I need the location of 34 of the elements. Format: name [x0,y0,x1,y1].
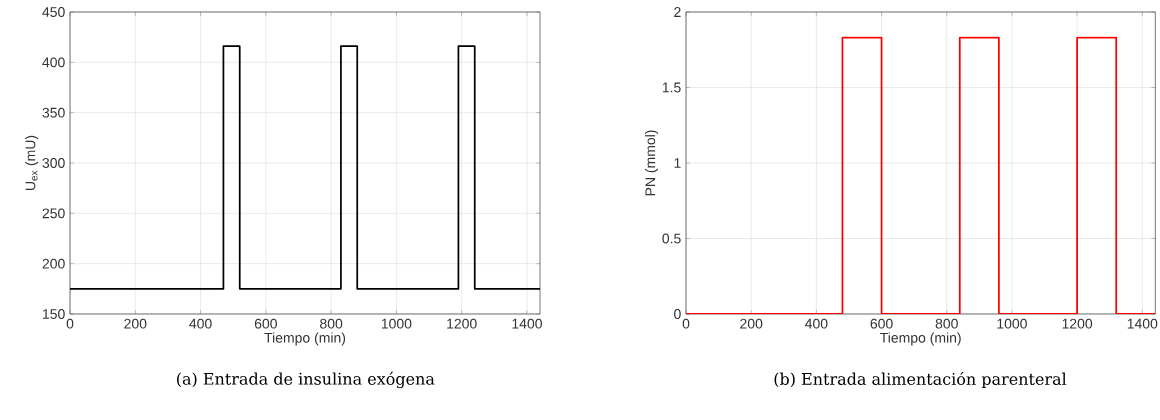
x-axis-title: Tiempo (min) [264,332,346,346]
y-tick-label: 0.5 [662,233,681,244]
x-tick-label: 1200 [1062,318,1093,329]
y-tick-label: 1.5 [662,82,681,93]
x-tick-label: 0 [682,318,690,329]
x-tick-label: 600 [870,318,893,329]
x-axis-title: Tiempo (min) [880,332,961,346]
y-tick-label: 1 [674,158,681,168]
y-tick-label: 0 [674,309,681,319]
x-tick-label: 1400 [1127,318,1158,329]
y-tick-label: 250 [42,208,65,219]
y-tick-label: 2 [674,7,681,17]
x-tick-label: 1000 [997,318,1027,329]
x-tick-label: 200 [124,318,147,329]
text: (a) Entrada de insulina exógena [177,371,435,389]
x-tick-label: 800 [935,318,958,329]
y-tick-label: 200 [42,258,65,269]
x-tick-label: 1200 [447,318,477,329]
x-tick-label: 800 [320,318,343,329]
x-tick-label: 1400 [512,318,542,329]
y-axis-title: U$_{ex}$ (mU) [25,135,39,190]
y-tick-label: 300 [42,158,65,168]
y-axis-title: PN (mmol) [644,130,659,196]
y-tick-label: 400 [42,57,65,68]
x-tick-label: 600 [254,318,277,329]
y-tick-label: 350 [42,107,65,118]
y-tick-label: 150 [43,309,65,319]
x-tick-label: 400 [805,318,828,329]
x-tick-label: 400 [189,318,212,329]
x-tick-label: 200 [740,318,763,329]
x-tick-label: 0 [66,318,74,329]
y-tick-label: 450 [42,7,65,17]
text: (b) Entrada alimentación parenteral [774,371,1067,389]
x-tick-label: 1000 [381,318,412,329]
